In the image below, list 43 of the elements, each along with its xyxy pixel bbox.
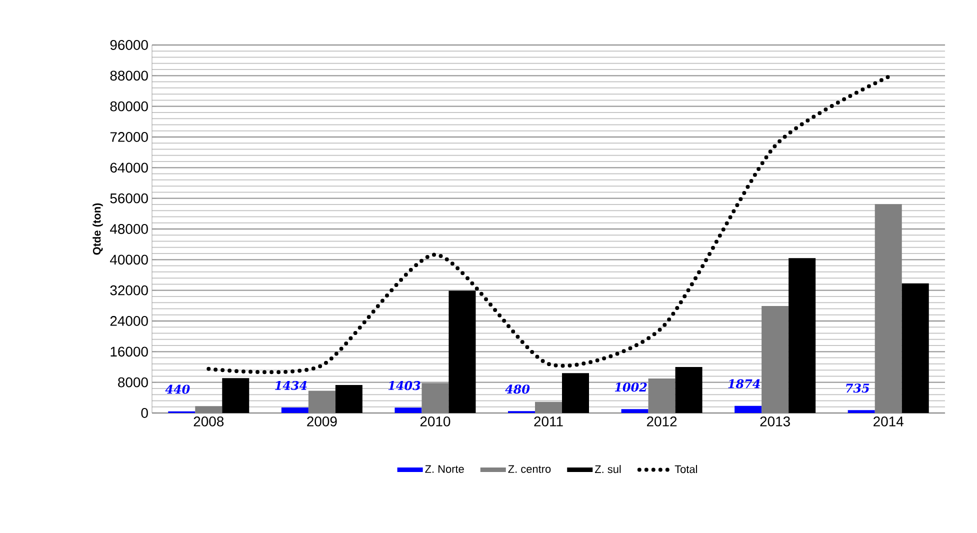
data-label: 1874 <box>728 379 760 388</box>
x-tick-label: 2013 <box>760 416 790 426</box>
y-tick-label: 80000 <box>110 101 148 112</box>
bar <box>621 409 648 413</box>
legend-label: Z. sul <box>594 465 621 474</box>
y-tick-label: 56000 <box>110 193 148 204</box>
bar <box>848 410 875 413</box>
data-label: 1434 <box>275 380 307 390</box>
y-tick-label: 96000 <box>110 40 148 50</box>
y-tick-label: 32000 <box>110 285 148 296</box>
bar <box>902 283 929 413</box>
bar <box>335 385 362 413</box>
y-axis-title: Qtde (ton) <box>92 203 103 255</box>
x-tick-label: 2008 <box>194 416 224 426</box>
y-tick-label: 8000 <box>118 377 148 388</box>
data-label: 1403 <box>388 381 420 390</box>
legend-label: Z. Norte <box>425 465 464 473</box>
data-label: 440 <box>165 384 190 394</box>
bar <box>734 406 762 413</box>
data-label: 735 <box>846 384 870 393</box>
bar <box>788 258 816 413</box>
x-tick-label: 2014 <box>874 416 904 426</box>
data-label: 1002 <box>614 382 647 392</box>
y-tick-label: 40000 <box>110 254 148 265</box>
x-tick-label: 2011 <box>534 416 563 426</box>
x-tick-label: 2010 <box>420 416 450 426</box>
legend-label: Z. centro <box>508 465 551 473</box>
x-tick-label: 2009 <box>307 416 337 426</box>
bar <box>675 367 702 413</box>
y-tick-label: 72000 <box>110 132 148 142</box>
y-tick-label: 24000 <box>110 316 148 326</box>
legend-label: Total <box>674 465 697 474</box>
bar <box>281 408 308 413</box>
y-tick-label: 88000 <box>110 70 148 81</box>
y-tick-label: 64000 <box>110 162 148 173</box>
bar <box>562 373 590 413</box>
x-tick-label: 2012 <box>646 416 677 426</box>
y-tick-label: 48000 <box>110 224 148 234</box>
bar <box>222 378 250 413</box>
bar <box>394 408 422 413</box>
y-tick-label: 0 <box>141 408 148 418</box>
y-tick-label: 16000 <box>110 346 148 357</box>
data-label: 480 <box>505 384 530 394</box>
